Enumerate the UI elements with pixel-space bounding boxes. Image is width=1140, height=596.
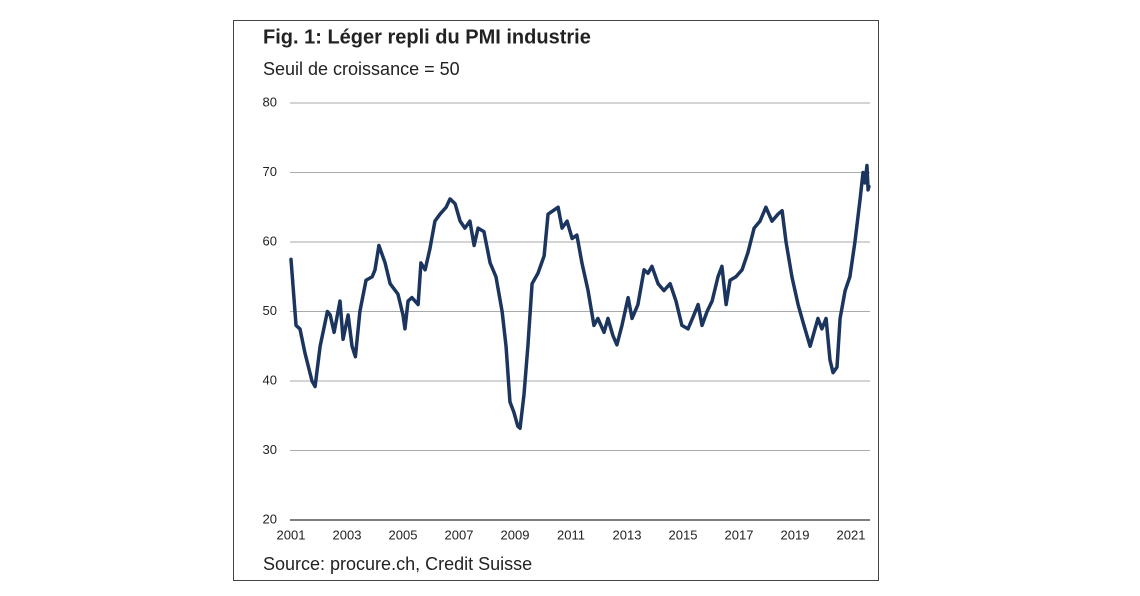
x-tick-label: 2017 [725, 527, 754, 542]
y-tick-label: 50 [263, 303, 277, 318]
x-tick-label: 2013 [613, 527, 642, 542]
source-note: Source: procure.ch, Credit Suisse [263, 554, 532, 574]
x-tick-label: 2009 [501, 527, 530, 542]
x-tick-label: 2005 [389, 527, 418, 542]
y-tick-label: 30 [263, 442, 277, 457]
chart-title: Fig. 1: Léger repli du PMI industrie [263, 26, 591, 48]
x-tick-label: 2011 [557, 527, 585, 542]
x-tick-label: 2001 [277, 527, 306, 542]
frame [233, 20, 879, 581]
y-tick-label: 70 [263, 164, 277, 179]
x-tick-label: 2015 [669, 527, 698, 542]
y-tick-label: 80 [263, 94, 277, 109]
y-tick-label: 40 [263, 372, 277, 387]
data-line [289, 163, 871, 431]
y-tick-label: 20 [263, 511, 277, 526]
y-tick-label: 60 [263, 233, 277, 248]
chart-subtitle: Seuil de croissance = 50 [263, 59, 460, 79]
x-tick-label: 2003 [333, 527, 362, 542]
x-tick-label: 2019 [781, 527, 810, 542]
x-tick-label: 2007 [445, 527, 474, 542]
x-tick-label: 2021 [837, 527, 866, 542]
